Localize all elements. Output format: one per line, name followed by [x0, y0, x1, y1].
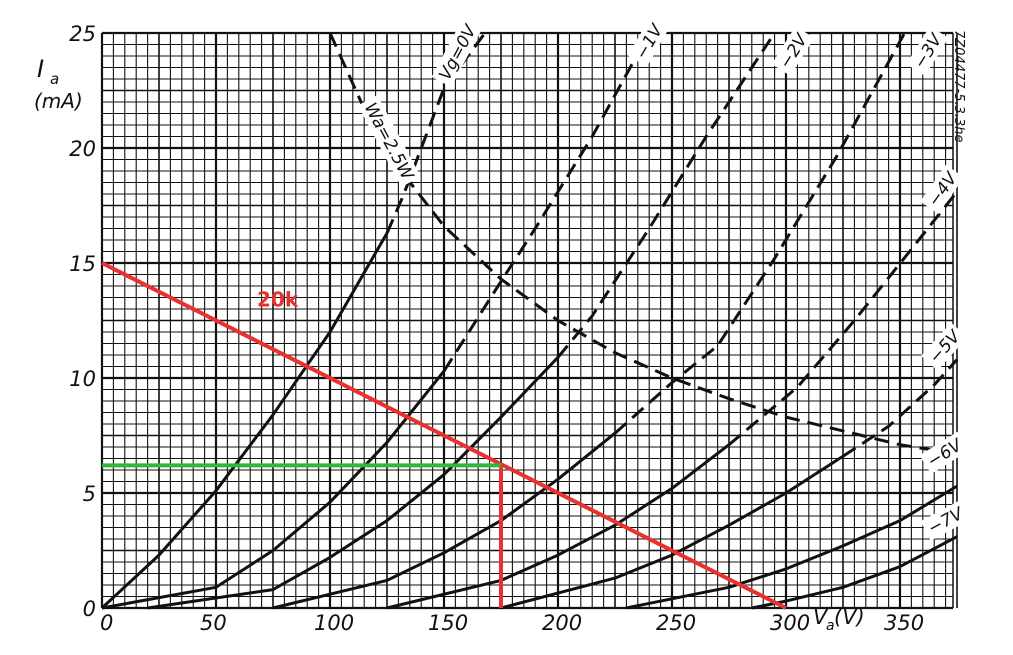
x-tick-label: 200: [542, 611, 582, 635]
curve-7v-label-bg: [920, 500, 971, 541]
y-tick-label: 10: [69, 367, 96, 391]
curve-2v-solid: [147, 356, 560, 610]
y-axis-label-symbol: I: [37, 55, 44, 83]
curve-5v-solid: [500, 454, 844, 610]
curve-3v-solid: [272, 432, 616, 610]
max-dissipation-label: Wa=2.5W: [360, 100, 418, 185]
x-tick-label: 50: [200, 611, 227, 635]
chart-grid: [100, 31, 958, 610]
x-axis-label-symbol: V: [813, 605, 829, 629]
curve-4v-dashed: [728, 190, 959, 446]
curve-2v-dashed: [556, 32, 776, 359]
curve-5v-dashed: [842, 358, 959, 458]
x-axis-label-unit: (V): [834, 605, 865, 629]
curve-3v-dashed: [614, 32, 906, 435]
curve-1v-dashed: [442, 32, 651, 372]
curve-6v-label-bg: [919, 431, 970, 475]
y-axis-label-unit: (mA): [34, 89, 83, 113]
y-tick-label: 5: [83, 482, 96, 506]
curve-6v-solid: [626, 484, 958, 610]
curve-vg0v-label-bg: [431, 17, 483, 88]
x-tick-label: 250: [656, 611, 696, 635]
curve-4v-label-bg: [920, 164, 964, 214]
load-line: [101, 261, 787, 610]
y-tick-label: 20: [69, 137, 96, 161]
curve-2v-label-bg: [771, 26, 815, 76]
drawing-reference-text: 7Z04477-5.3.3he: [951, 30, 966, 143]
curve-1v-solid: [101, 370, 446, 610]
curve-5v-label-bg: [921, 322, 968, 371]
max-dissipation-label-bg: [357, 95, 421, 187]
x-tick-label: 300: [770, 611, 810, 635]
max-dissipation-curve: [328, 32, 958, 456]
x-tick-label: 0: [100, 611, 113, 635]
curve-3v-label-bg: [906, 26, 949, 76]
curve-1v-label-bg: [627, 16, 670, 67]
load-line-label: 20k: [257, 288, 299, 312]
y-axis-label-subscript: a: [50, 70, 59, 88]
x-tick-label: 350: [884, 611, 924, 635]
load-line-overlay: [101, 261, 787, 610]
x-axis-label-subscript: a: [826, 618, 835, 634]
curve-vg0v-solid: [100, 232, 389, 610]
curve-vg0v-dashed: [385, 32, 487, 234]
y-tick-label: 15: [69, 252, 96, 276]
curve-4v-solid: [386, 443, 730, 610]
curve-vg0v-label: Vg=0V: [435, 21, 481, 84]
y-tick-label: 25: [69, 22, 96, 46]
x-tick-label: 150: [428, 611, 468, 635]
y-tick-label: 0: [83, 597, 96, 621]
x-tick-label: 100: [314, 611, 354, 635]
